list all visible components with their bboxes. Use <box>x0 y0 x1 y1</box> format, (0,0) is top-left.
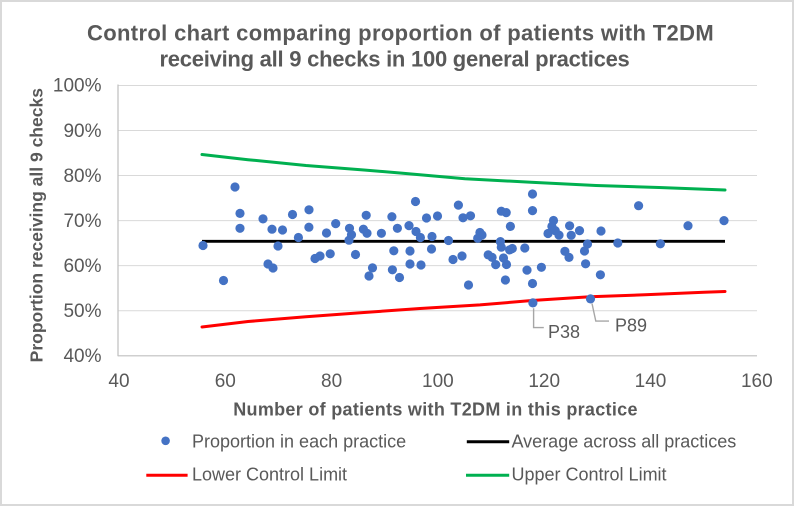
svg-text:40: 40 <box>108 371 129 392</box>
svg-text:100%: 100% <box>53 76 102 97</box>
svg-text:70%: 70% <box>63 211 101 232</box>
svg-text:60: 60 <box>215 371 236 392</box>
svg-text:90%: 90% <box>63 121 101 142</box>
svg-text:P38: P38 <box>548 322 580 342</box>
svg-text:Proportion in each practice: Proportion in each practice <box>192 432 406 452</box>
svg-text:120: 120 <box>528 371 560 392</box>
svg-text:Average across all practices: Average across all practices <box>512 432 737 452</box>
svg-text:80%: 80% <box>63 166 101 187</box>
svg-text:60%: 60% <box>63 256 101 277</box>
svg-text:50%: 50% <box>63 301 101 322</box>
svg-text:Lower Control Limit: Lower Control Limit <box>192 464 347 484</box>
svg-text:Upper Control Limit: Upper Control Limit <box>512 464 667 484</box>
svg-text:Number of patients with T2DM i: Number of patients with T2DM in this pra… <box>233 400 638 420</box>
svg-text:160: 160 <box>741 371 773 392</box>
svg-text:140: 140 <box>635 371 667 392</box>
svg-text:receiving all 9 checks in 100: receiving all 9 checks in 100 general pr… <box>159 47 629 72</box>
svg-text:40%: 40% <box>63 346 101 367</box>
svg-text:P89: P89 <box>615 316 647 336</box>
svg-text:Control chart comparing propor: Control chart comparing proportion of pa… <box>87 21 714 46</box>
svg-text:Proportion receiving all 9 che: Proportion receiving all 9 checks <box>27 88 47 363</box>
svg-text:80: 80 <box>321 371 342 392</box>
svg-text:100: 100 <box>422 371 454 392</box>
